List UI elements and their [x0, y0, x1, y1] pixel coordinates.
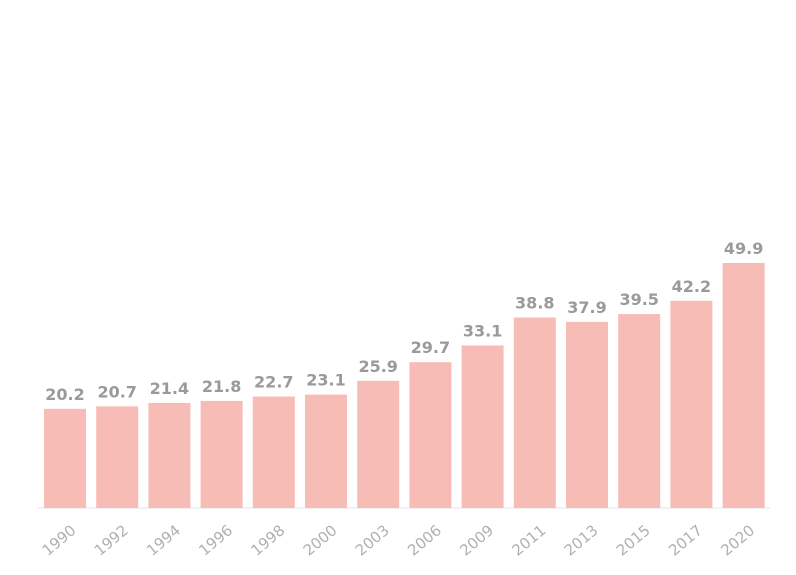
bar-1992 [96, 406, 139, 508]
bar-2013 [566, 321, 608, 508]
x-tick-label-2003: 2003 [352, 521, 393, 559]
x-tick-label-2011: 2011 [509, 521, 550, 559]
x-tick-label-2006: 2006 [404, 521, 445, 559]
data-label-2009: 33.1 [463, 321, 502, 340]
x-tick-label-2009: 2009 [456, 521, 497, 559]
bar-2006 [409, 362, 452, 508]
bar-2003 [357, 380, 400, 508]
data-label-2003: 25.9 [358, 357, 397, 376]
data-label-2017: 42.2 [672, 277, 711, 296]
data-label-1998: 22.7 [254, 373, 293, 392]
data-label-1990: 20.2 [45, 385, 84, 404]
bar-2000 [305, 394, 347, 508]
x-tick-label-1998: 1998 [248, 521, 289, 559]
data-label-1994: 21.4 [150, 379, 189, 398]
bar-1994 [148, 402, 191, 508]
x-tick-label-1996: 1996 [195, 521, 236, 559]
bar-2020 [722, 262, 765, 508]
x-tick-label-2015: 2015 [613, 521, 654, 559]
bar-1996 [200, 400, 243, 508]
data-label-2011: 38.8 [515, 293, 554, 312]
x-tick-label-2020: 2020 [717, 521, 758, 559]
bar-2015 [618, 314, 661, 508]
bar-2009 [461, 345, 504, 508]
x-tick-label-1992: 1992 [91, 521, 132, 559]
data-label-1992: 20.7 [97, 382, 136, 401]
data-label-2000: 23.1 [306, 371, 345, 390]
x-tick-label-2000: 2000 [300, 521, 341, 559]
bar-2017 [670, 300, 713, 508]
x-tick-label-1994: 1994 [143, 521, 184, 559]
data-label-1996: 21.8 [202, 377, 241, 396]
data-label-2013: 37.9 [567, 298, 606, 317]
x-tick-label-1990: 1990 [39, 521, 80, 559]
data-label-2020: 49.9 [724, 239, 763, 258]
bars-group [44, 262, 765, 508]
x-tick-label-2017: 2017 [665, 521, 706, 559]
bar-1998 [252, 396, 295, 508]
data-label-2015: 39.5 [619, 290, 658, 309]
bar-2011 [513, 317, 556, 508]
x-tick-labels-group: 1990 1992 1994 1996 1998 2000 2003 2006 2009 2011… [39, 521, 758, 559]
data-label-2006: 29.7 [411, 338, 450, 357]
data-labels-group: 20.2 20.7 21.4 21.8 22.7 23.1 25.9 29.7 33.1 38.8… [45, 239, 763, 404]
bar-1990 [44, 408, 86, 508]
x-tick-label-2013: 2013 [561, 521, 602, 559]
